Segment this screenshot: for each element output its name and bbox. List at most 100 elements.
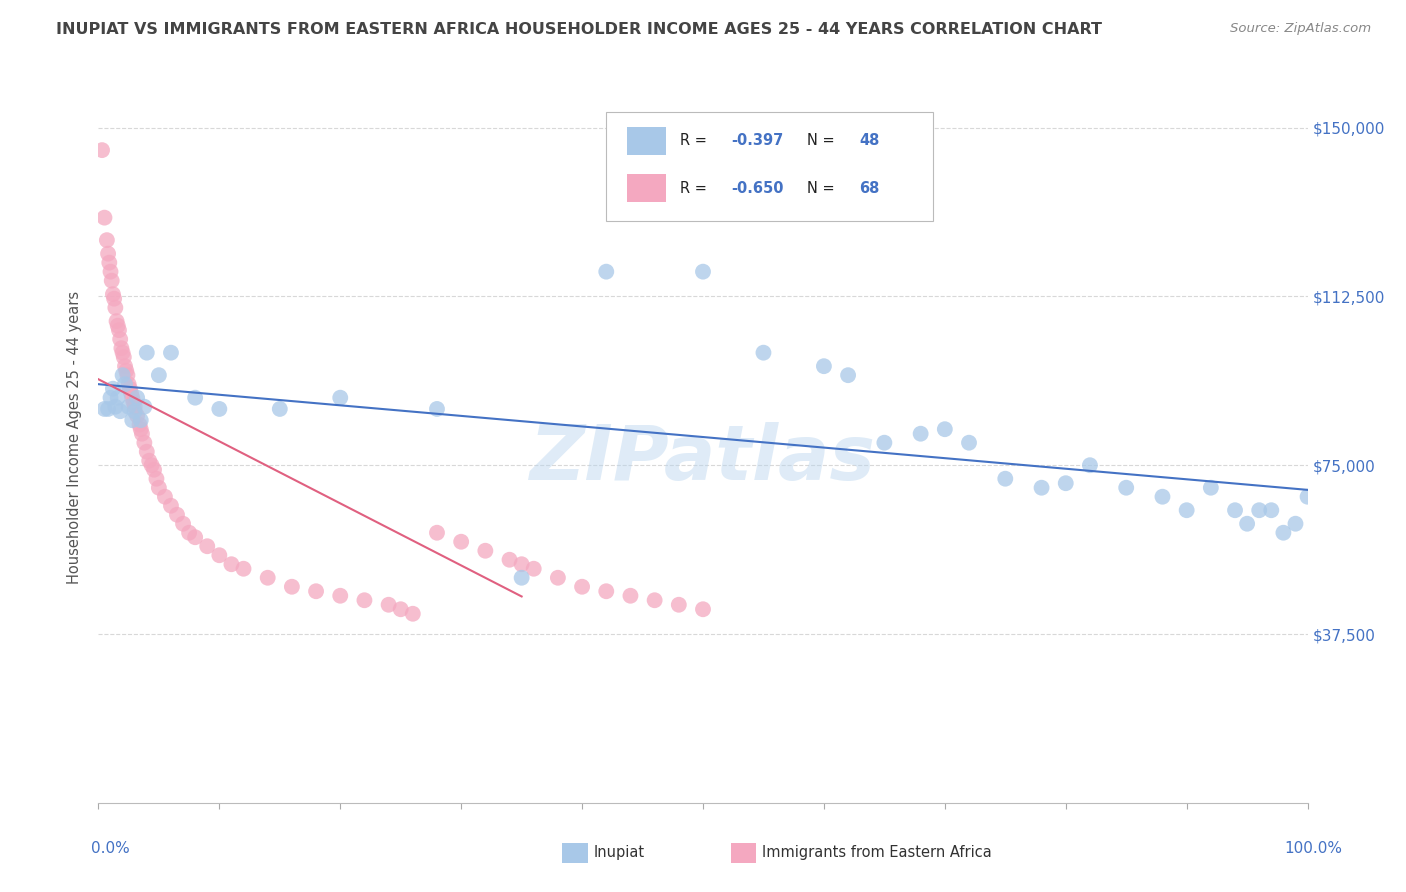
Point: [837, 368, 859, 383]
Point: [752, 345, 775, 359]
Point: [547, 571, 569, 585]
Point: [389, 602, 412, 616]
Y-axis label: Householder Income Ages 25 - 44 years: Householder Income Ages 25 - 44 years: [67, 291, 83, 583]
Text: -0.650: -0.650: [731, 181, 783, 196]
Text: N =: N =: [807, 181, 839, 196]
Point: [135, 444, 157, 458]
Point: [426, 401, 449, 416]
Text: 100.0%: 100.0%: [1285, 841, 1343, 856]
Point: [329, 589, 352, 603]
Point: [184, 530, 207, 544]
Point: [160, 345, 183, 359]
Text: 48: 48: [859, 133, 879, 148]
Point: [118, 382, 141, 396]
Point: [108, 332, 131, 346]
Point: [117, 368, 139, 383]
Point: [208, 548, 231, 562]
Point: [101, 382, 124, 396]
Point: [510, 571, 533, 585]
FancyBboxPatch shape: [627, 127, 665, 154]
Point: [131, 426, 153, 441]
Text: -0.397: -0.397: [731, 133, 783, 148]
Point: [108, 323, 131, 337]
Point: [124, 400, 146, 414]
Point: [595, 265, 617, 279]
Text: 68: 68: [859, 181, 879, 196]
Point: [93, 401, 115, 416]
Point: [100, 265, 122, 279]
Text: ZIPatlas: ZIPatlas: [530, 422, 876, 496]
Point: [172, 516, 194, 531]
Point: [305, 584, 328, 599]
Point: [813, 359, 835, 374]
Point: [281, 580, 304, 594]
Text: Inupiat: Inupiat: [593, 846, 644, 860]
Point: [97, 246, 120, 260]
Point: [692, 602, 714, 616]
Point: [128, 417, 150, 432]
Point: [523, 562, 546, 576]
Point: [256, 571, 278, 585]
Point: [1260, 503, 1282, 517]
Point: [127, 409, 149, 423]
Point: [160, 499, 183, 513]
Point: [121, 391, 143, 405]
Text: N =: N =: [807, 133, 839, 148]
Point: [1272, 525, 1295, 540]
Point: [910, 426, 932, 441]
Text: 0.0%: 0.0%: [91, 841, 131, 856]
Point: [232, 562, 254, 576]
Point: [135, 345, 157, 359]
Point: [595, 584, 617, 599]
Point: [101, 287, 124, 301]
Point: [994, 472, 1017, 486]
Point: [145, 472, 167, 486]
Point: [104, 400, 127, 414]
Point: [1236, 516, 1258, 531]
Text: Source: ZipAtlas.com: Source: ZipAtlas.com: [1230, 22, 1371, 36]
Point: [91, 143, 114, 157]
Point: [1175, 503, 1198, 517]
Point: [153, 490, 176, 504]
Point: [105, 314, 128, 328]
Text: R =: R =: [681, 133, 711, 148]
FancyBboxPatch shape: [627, 175, 665, 202]
Text: INUPIAT VS IMMIGRANTS FROM EASTERN AFRICA HOUSEHOLDER INCOME AGES 25 - 44 YEARS : INUPIAT VS IMMIGRANTS FROM EASTERN AFRIC…: [56, 22, 1102, 37]
Point: [1031, 481, 1053, 495]
Point: [118, 377, 141, 392]
Point: [134, 400, 156, 414]
Point: [97, 401, 120, 416]
Point: [114, 359, 136, 374]
Point: [93, 211, 115, 225]
Point: [957, 435, 980, 450]
Point: [141, 458, 163, 473]
Point: [111, 368, 134, 383]
Point: [129, 413, 152, 427]
Point: [377, 598, 399, 612]
Point: [1152, 490, 1174, 504]
Point: [498, 553, 520, 567]
Point: [221, 558, 243, 572]
Point: [134, 435, 156, 450]
Point: [100, 391, 122, 405]
Point: [1115, 481, 1137, 495]
Point: [148, 481, 170, 495]
Point: [166, 508, 188, 522]
Point: [148, 368, 170, 383]
Point: [208, 401, 231, 416]
Point: [644, 593, 666, 607]
Point: [112, 350, 135, 364]
Point: [107, 318, 129, 333]
Point: [100, 274, 122, 288]
Point: [115, 364, 138, 378]
Point: [1199, 481, 1222, 495]
Point: [1223, 503, 1246, 517]
Point: [129, 422, 152, 436]
Point: [103, 292, 125, 306]
Point: [108, 404, 131, 418]
Point: [120, 386, 142, 401]
Point: [474, 543, 496, 558]
Point: [1284, 516, 1306, 531]
Point: [619, 589, 641, 603]
Point: [179, 525, 201, 540]
